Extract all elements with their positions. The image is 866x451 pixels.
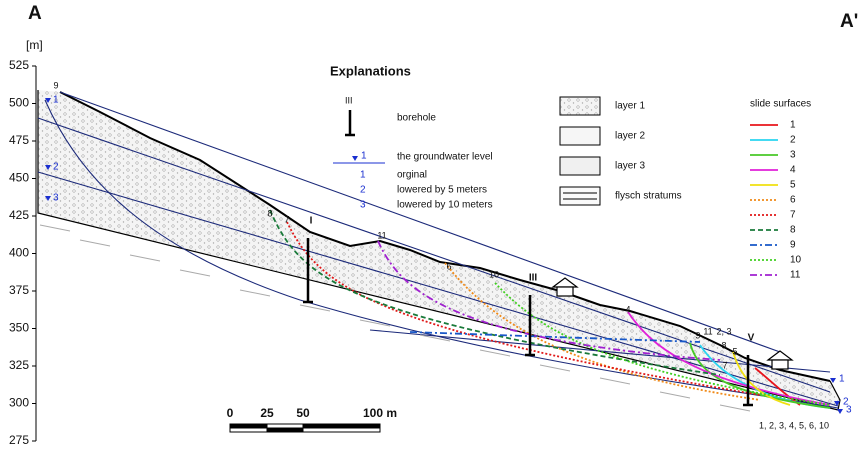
legend-layer: flysch stratums [615,191,682,202]
water-label-right: 1 [839,374,845,385]
section-start: A [28,3,42,24]
legend-level: lowered by 10 meters [397,200,493,211]
section-end: A' [840,11,858,32]
legend-slide-id: 3 [790,150,796,161]
legend-layer-box [560,187,600,205]
legend-layer: layer 3 [615,161,645,172]
borehole-label: III [529,273,538,284]
legend-layer: layer 1 [615,101,645,112]
surface-label: 4 [625,304,630,314]
scale-label: 0 [227,406,234,420]
y-tick-label: 525 [9,58,29,72]
legend-slide-id: 8 [790,225,796,236]
water-label-left: 1 [53,95,59,106]
legend-slide-id: 2 [790,135,796,146]
legend-borehole-icon [345,110,355,135]
legend-water-symbol: 1 [361,151,367,162]
surface-label: 1, 2, 3, 4, 5, 6, 10 [759,420,829,430]
legend-level: orginal [397,170,427,181]
surface-label: 7 [284,214,289,224]
legend-layer-box [560,97,600,115]
legend-slide-id: 6 [790,195,796,206]
surface-label: 10 [489,269,499,279]
legend-water: the groundwater level [397,152,493,163]
water-label-left: 3 [53,193,59,204]
surface-label: 5 [732,346,737,356]
legend-title: Explanations [330,63,411,78]
surface-label: 11 [377,230,386,240]
y-tick-label: 275 [9,433,29,447]
axis-unit: [m] [26,38,43,52]
legend-water-icon [352,156,358,161]
y-tick-label: 375 [9,283,29,297]
legend-slide-id: 5 [790,180,796,191]
legend-layer: layer 2 [615,131,645,142]
surface-label: 8 [721,340,726,350]
y-tick-label: 350 [9,321,29,335]
legend-borehole-symbol: III [345,95,353,105]
legend-borehole: borehole [397,113,436,124]
legend-slide-id: 9 [790,240,796,251]
scale-bar [230,424,380,432]
legend-slide-id: 10 [790,255,802,266]
legend-layer-box [560,157,600,175]
water-label-left: 2 [53,162,59,173]
y-tick-label: 325 [9,358,29,372]
legend-slide-id: 1 [790,120,796,131]
y-tick-label: 400 [9,246,29,260]
y-tick-label: 475 [9,133,29,147]
scale-label: 50 [296,406,310,420]
borehole-label: I [310,216,313,227]
scale-label: 25 [260,406,274,420]
legend-slide-id: 4 [790,165,796,176]
surface-label: 7 [722,360,727,370]
legend-level: lowered by 5 meters [397,185,487,196]
surface-label: 9 [53,80,58,90]
water-marker [837,409,843,414]
surface-label: 9 [695,330,700,340]
legend-slide-title: slide surfaces [750,99,811,110]
y-tick-label: 300 [9,396,29,410]
y-tick-label: 500 [9,96,29,110]
scale-label: 100 m [363,406,397,420]
surface-label: 6 [446,261,451,271]
cross-section: A A' [m] Explanations III borehole 1 the… [0,0,866,451]
legend-layer-box [560,127,600,145]
borehole-label: V [748,333,755,344]
legend-level-id: 2 [360,185,366,196]
y-tick-label: 450 [9,171,29,185]
surface-label: 2, 3 [716,326,731,336]
surface-label: 11 [703,326,712,336]
surface-label: 8 [267,208,272,218]
y-tick-label: 425 [9,208,29,222]
legend-level-id: 1 [360,170,366,181]
water-label-right: 3 [846,405,852,416]
legend-level-id: 3 [360,200,366,211]
legend-slide-id: 7 [790,210,796,221]
legend-slide-id: 11 [790,270,801,281]
